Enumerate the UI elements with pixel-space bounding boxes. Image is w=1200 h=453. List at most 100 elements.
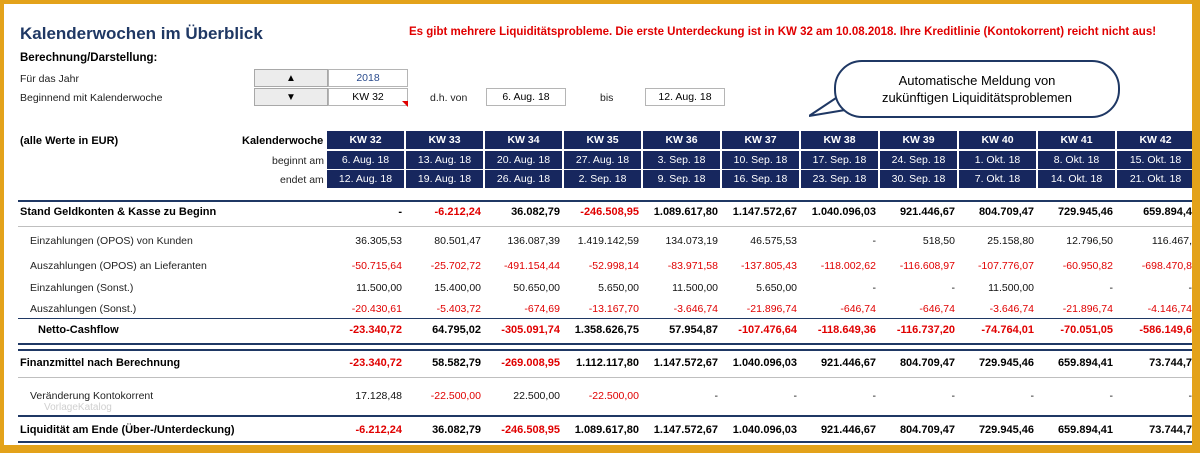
table-cell[interactable]: 25.158,80 — [987, 235, 1034, 247]
table-cell[interactable]: -6.212,24 — [434, 206, 481, 218]
table-cell[interactable]: - — [872, 390, 877, 402]
table-cell[interactable]: -646,74 — [919, 303, 955, 315]
table-cell[interactable]: 729.945,46 — [978, 424, 1034, 436]
table-cell[interactable]: -118.002,62 — [820, 260, 876, 272]
table-cell[interactable]: 11.500,00 — [356, 282, 402, 294]
table-cell[interactable]: -13.167,70 — [588, 303, 639, 315]
table-cell[interactable]: 1.089.617,80 — [653, 206, 718, 218]
table-cell[interactable]: 11.500,00 — [988, 282, 1034, 294]
table-cell[interactable]: 921.446,67 — [899, 206, 955, 218]
table-cell[interactable]: 1.040.096,03 — [732, 424, 797, 436]
table-cell[interactable]: -20.430,61 — [351, 303, 402, 315]
table-cell[interactable]: -137.805,43 — [740, 260, 797, 272]
table-cell[interactable]: 134.073,19 — [665, 235, 718, 247]
table-cell[interactable]: -22.500,00 — [588, 390, 639, 402]
table-cell[interactable]: - — [793, 390, 798, 402]
table-cell[interactable]: -3.646,74 — [673, 303, 718, 315]
table-cell[interactable]: - — [1109, 390, 1114, 402]
table-cell[interactable]: 17.128,48 — [355, 390, 402, 402]
table-cell[interactable]: -698.470,8 — [1141, 260, 1192, 272]
table-cell[interactable]: 15.400,00 — [434, 282, 481, 294]
table-cell[interactable]: - — [951, 390, 956, 402]
decrement-button[interactable]: ▼ — [254, 88, 328, 106]
year-input[interactable]: 2018 — [328, 69, 408, 87]
table-cell[interactable]: -74.764,01 — [981, 324, 1034, 336]
table-cell[interactable]: 1.040.096,03 — [732, 357, 797, 369]
table-cell[interactable]: 73.744,7 — [1149, 424, 1192, 436]
table-cell[interactable]: 1.419.142,59 — [577, 235, 639, 247]
increment-button[interactable]: ▲ — [254, 69, 328, 87]
table-cell[interactable]: -118.649,36 — [817, 324, 876, 336]
table-cell[interactable]: -70.051,05 — [1060, 324, 1113, 336]
table-cell[interactable]: 1.147.572,67 — [653, 424, 718, 436]
table-cell[interactable]: -3.646,74 — [989, 303, 1034, 315]
table-cell[interactable]: 1.147.572,67 — [732, 206, 797, 218]
table-cell[interactable]: - — [398, 206, 402, 218]
table-cell[interactable]: 659.894,4 — [1143, 206, 1192, 218]
table-cell[interactable]: -5.403,72 — [436, 303, 481, 315]
start-week-input[interactable]: KW 32 — [328, 88, 408, 106]
table-cell[interactable]: - — [1030, 390, 1035, 402]
table-cell[interactable]: 5.650,00 — [756, 282, 797, 294]
table-cell[interactable]: - — [951, 282, 956, 294]
table-cell[interactable]: -116.608,97 — [899, 260, 955, 272]
table-cell[interactable]: 73.744,7 — [1149, 357, 1192, 369]
table-cell[interactable]: 57.954,87 — [669, 324, 718, 336]
table-cell[interactable]: -269.008,95 — [501, 357, 560, 369]
table-cell[interactable]: -586.149,6 — [1139, 324, 1192, 336]
table-cell[interactable]: - — [1188, 390, 1193, 402]
table-cell[interactable]: -60.950,82 — [1062, 260, 1113, 272]
table-cell[interactable]: -107.476,64 — [738, 324, 797, 336]
table-cell[interactable]: 921.446,67 — [820, 424, 876, 436]
table-cell[interactable]: -83.971,58 — [667, 260, 718, 272]
table-cell[interactable]: -52.998,14 — [588, 260, 639, 272]
table-cell[interactable]: -646,74 — [840, 303, 876, 315]
table-cell[interactable]: -23.340,72 — [349, 357, 402, 369]
table-cell[interactable]: 1.147.572,67 — [653, 357, 718, 369]
table-cell[interactable]: 804.709,47 — [899, 357, 955, 369]
table-cell[interactable]: - — [872, 235, 877, 247]
table-cell[interactable]: 659.894,41 — [1057, 357, 1113, 369]
table-cell[interactable]: -246.508,95 — [580, 206, 639, 218]
table-cell[interactable]: 804.709,47 — [899, 424, 955, 436]
table-cell[interactable]: 1.040.096,03 — [811, 206, 876, 218]
table-cell[interactable]: 5.650,00 — [598, 282, 639, 294]
table-cell[interactable]: 22.500,00 — [513, 390, 560, 402]
table-cell[interactable]: 46.575,53 — [750, 235, 797, 247]
table-cell[interactable]: -246.508,95 — [501, 424, 560, 436]
table-cell[interactable]: 804.709,47 — [978, 206, 1034, 218]
table-cell[interactable]: 659.894,41 — [1057, 424, 1113, 436]
table-cell[interactable]: -23.340,72 — [349, 324, 402, 336]
table-cell[interactable]: -25.702,72 — [430, 260, 481, 272]
table-cell[interactable]: -50.715,64 — [351, 260, 402, 272]
table-cell[interactable]: 729.945,46 — [978, 357, 1034, 369]
table-cell[interactable]: -6.212,24 — [355, 424, 402, 436]
table-cell[interactable]: 36.305,53 — [355, 235, 402, 247]
table-cell[interactable]: -491.154,44 — [503, 260, 560, 272]
table-cell[interactable]: -107.776,07 — [977, 260, 1034, 272]
table-cell[interactable]: - — [714, 390, 719, 402]
table-cell[interactable]: 1.089.617,80 — [574, 424, 639, 436]
table-cell[interactable]: -21.896,74 — [746, 303, 797, 315]
table-cell[interactable]: 136.087,39 — [507, 235, 560, 247]
table-cell[interactable]: 12.796,50 — [1066, 235, 1113, 247]
table-cell[interactable]: 80.501,47 — [434, 235, 481, 247]
table-cell[interactable]: 50.650,00 — [513, 282, 560, 294]
table-cell[interactable]: -4.146,74 — [1147, 303, 1192, 315]
table-cell[interactable]: 58.582,79 — [432, 357, 481, 369]
table-cell[interactable]: -305.091,74 — [501, 324, 560, 336]
table-cell[interactable]: 1.358.626,75 — [574, 324, 639, 336]
table-cell[interactable]: 921.446,67 — [820, 357, 876, 369]
table-cell[interactable]: 1.112.117,80 — [575, 357, 639, 369]
table-cell[interactable]: - — [1109, 282, 1114, 294]
table-cell[interactable]: 36.082,79 — [432, 424, 481, 436]
table-cell[interactable]: 116.467, — [1151, 235, 1192, 247]
table-cell[interactable]: 518,50 — [922, 235, 955, 247]
table-cell[interactable]: - — [872, 282, 877, 294]
table-cell[interactable]: -21.896,74 — [1062, 303, 1113, 315]
table-cell[interactable]: -22.500,00 — [430, 390, 481, 402]
table-cell[interactable]: -674,69 — [524, 303, 560, 315]
table-cell[interactable]: -116.737,20 — [896, 324, 955, 336]
table-cell[interactable]: 729.945,46 — [1057, 206, 1113, 218]
table-cell[interactable]: - — [1188, 282, 1193, 294]
